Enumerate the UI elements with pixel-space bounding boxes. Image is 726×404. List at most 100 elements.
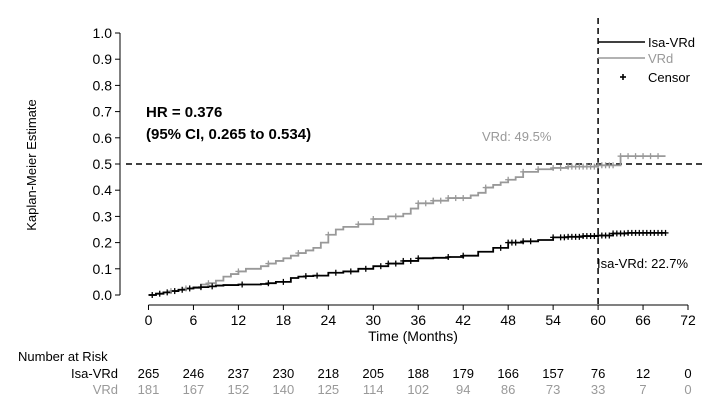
x-tick-label: 66 [635, 312, 651, 328]
y-tick-label: 0.2 [93, 235, 113, 251]
axes: 0.0 0.1 0.2 0.3 0.4 0.5 0.6 0.7 0.8 0.9 1.0 0 6 12 18 2… [93, 25, 696, 328]
risk-value: 33 [591, 382, 605, 397]
censor-mark-isa-vrd [164, 289, 171, 296]
censor-mark-vrd [550, 164, 557, 171]
legend-vrd-label: VRd [648, 51, 673, 66]
y-tick-label: 0.5 [93, 156, 113, 172]
x-tick-label: 42 [455, 312, 471, 328]
risk-value: 73 [546, 382, 560, 397]
risk-value: 102 [407, 382, 429, 397]
censor-mark-isa-vrd [179, 286, 186, 293]
risk-value: 125 [317, 382, 339, 397]
censor-mark-isa-vrd [385, 260, 392, 267]
risk-value: 94 [456, 382, 470, 397]
censor-mark-isa-vrd [520, 238, 527, 245]
censor-mark-vrd [445, 195, 452, 202]
x-tick-label: 24 [321, 312, 337, 328]
risk-value: 265 [138, 366, 160, 381]
censor-mark-isa-vrd [197, 284, 204, 291]
risk-value: 76 [591, 366, 605, 381]
risk-row-label-isa-vrd: Isa-VRd [71, 366, 118, 381]
risk-value: 114 [363, 382, 384, 397]
risk-value: 157 [542, 366, 564, 381]
censor-mark-vrd [520, 168, 527, 175]
y-tick-label: 1.0 [93, 25, 113, 41]
censor-mark-vrd [415, 200, 422, 207]
legend: Isa-VRd VRd Censor [598, 35, 695, 85]
censor-mark-isa-vrd [576, 233, 583, 240]
risk-value: 86 [501, 382, 515, 397]
censor-mark-isa-vrd [662, 229, 669, 236]
censor-mark-isa-vrd [171, 288, 178, 295]
x-tick-label: 30 [365, 312, 381, 328]
censor-mark-isa-vrd [400, 257, 407, 264]
censor-mark-isa-vrd [512, 239, 519, 246]
censor-mark-isa-vrd [280, 278, 287, 285]
risk-value: 12 [636, 366, 650, 381]
censor-mark-isa-vrd [314, 272, 321, 279]
censor-mark-isa-vrd [239, 281, 246, 288]
censor-mark-isa-vrd [392, 260, 399, 267]
x-tick-label: 6 [190, 312, 198, 328]
censor-mark-vrd [430, 197, 437, 204]
risk-value: 166 [497, 366, 519, 381]
censor-mark-vrd [422, 200, 429, 207]
risk-value: 140 [273, 382, 295, 397]
censor-mark-isa-vrd [497, 244, 504, 251]
x-tick-label: 12 [231, 312, 247, 328]
risk-value: 188 [407, 366, 429, 381]
censor-mark-isa-vrd [302, 273, 309, 280]
censor-mark-vrd [452, 195, 459, 202]
censor-mark-vrd [647, 153, 654, 160]
risk-table: Number at Risk Isa-VRd VRd 265 246 237 230 2… [18, 349, 692, 397]
censor-mark-isa-vrd [550, 234, 557, 241]
reference-lines [126, 18, 703, 305]
risk-value: 7 [639, 382, 646, 397]
censor-mark-isa-vrd [407, 257, 414, 264]
censor-mark-vrd [235, 268, 242, 275]
y-tick-label: 0.8 [93, 77, 113, 93]
legend-censor-label: Censor [648, 70, 691, 85]
censor-mark-isa-vrd [209, 283, 216, 290]
censor-mark-vrd [632, 153, 639, 160]
x-tick-label: 36 [410, 312, 426, 328]
censor-mark-isa-vrd [377, 263, 384, 270]
censor-mark-isa-vrd [347, 268, 354, 275]
x-tick-label: 0 [145, 312, 153, 328]
y-tick-label: 0.7 [93, 104, 113, 120]
legend-isa-vrd-label: Isa-VRd [648, 35, 695, 50]
censor-mark-isa-vrd [460, 252, 467, 259]
legend-censor-marker [620, 74, 626, 80]
censor-mark-isa-vrd [415, 255, 422, 262]
survival-curves [148, 155, 666, 296]
censor-mark-vrd [640, 153, 647, 160]
x-tick-label: 48 [500, 312, 516, 328]
censor-mark-vrd [460, 195, 467, 202]
censor-mark-vrd [617, 153, 624, 160]
risk-value: 237 [228, 366, 250, 381]
censor-mark-vrd [535, 166, 542, 173]
x-tick-label: 18 [276, 312, 292, 328]
censor-mark-vrd [557, 164, 564, 171]
censor-mark-isa-vrd [606, 232, 613, 239]
risk-value: 205 [362, 366, 384, 381]
risk-value: 246 [183, 366, 205, 381]
risk-value: 167 [183, 382, 205, 397]
censor-mark-vrd [482, 184, 489, 191]
y-tick-label: 0.9 [93, 51, 113, 67]
censor-mark-isa-vrd [332, 269, 339, 276]
risk-value: 230 [273, 366, 295, 381]
censor-mark-isa-vrd [362, 265, 369, 272]
censor-mark-isa-vrd [265, 280, 272, 287]
ci-annotation: (95% CI, 0.265 to 0.534) [146, 126, 311, 143]
censor-mark-vrd [610, 162, 617, 169]
censor-mark-isa-vrd [149, 292, 156, 298]
censor-mark-vrd [505, 176, 512, 183]
censor-mark-vrd [591, 163, 598, 170]
censor-mark-vrd [265, 260, 272, 267]
y-tick-label: 0.1 [93, 261, 113, 277]
censor-mark-isa-vrd [186, 285, 193, 292]
risk-row-label-vrd: VRd [93, 382, 118, 397]
censor-markers [149, 153, 669, 298]
